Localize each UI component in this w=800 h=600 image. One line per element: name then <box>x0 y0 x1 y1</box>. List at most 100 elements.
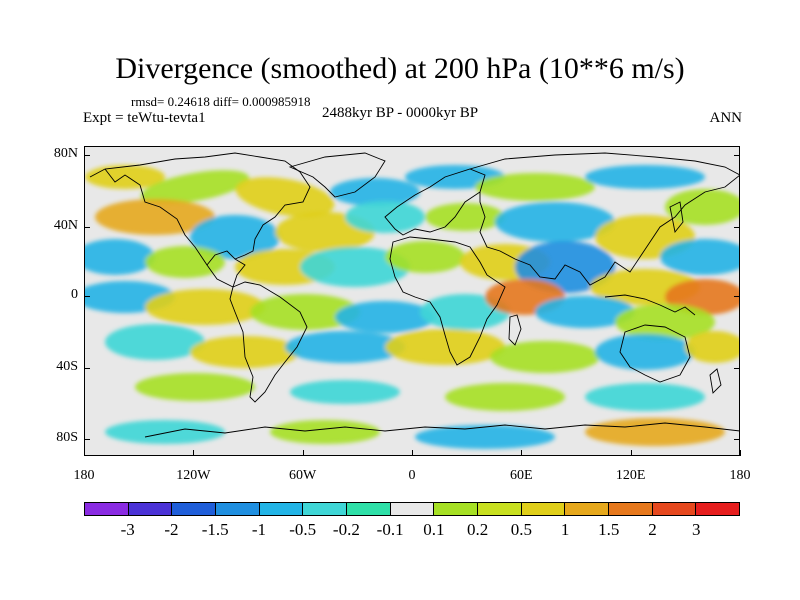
colorbar-swatch <box>171 502 217 516</box>
colorbar-label: 0.2 <box>466 520 489 539</box>
x-tick-mark <box>412 450 413 456</box>
y-tick-mark <box>84 296 90 298</box>
experiment-label: Expt = teWtu-tevta1 <box>83 110 206 126</box>
colorbar-label: -1 <box>251 520 266 539</box>
x-tick-label: 120W <box>176 468 211 483</box>
x-tick-label: 60E <box>510 468 533 483</box>
divergence-contour <box>145 246 225 278</box>
divergence-contour <box>425 203 505 231</box>
x-tick-mark <box>740 450 741 456</box>
colorbar <box>84 502 741 516</box>
colorbar-swatch <box>651 502 697 516</box>
colorbar-label: 0.1 <box>423 520 445 539</box>
colorbar-label: -0.1 <box>376 520 404 539</box>
colorbar-swatch <box>564 502 610 516</box>
divergence-contour <box>445 383 565 411</box>
colorbar-swatch <box>477 502 522 516</box>
divergence-contour <box>135 373 255 401</box>
divergence-contour <box>415 425 555 449</box>
colorbar-swatch <box>389 502 435 516</box>
divergence-contour <box>685 331 739 363</box>
x-tick-label: 180 <box>729 468 751 483</box>
divergence-contour <box>270 420 380 444</box>
y-tick-label: 80S <box>56 429 78 445</box>
x-tick-mark <box>521 450 523 456</box>
colorbar-label: -2 <box>164 520 179 539</box>
colorbar-label: 1 <box>560 520 570 539</box>
divergence-contour <box>615 304 715 340</box>
colorbar-label: -1.5 <box>201 520 229 539</box>
colorbar-label: -0.5 <box>289 520 317 539</box>
divergence-field <box>85 165 739 449</box>
colorbar-label: -0.2 <box>332 520 360 539</box>
divergence-contour <box>145 289 265 325</box>
y-tick-mark <box>84 367 90 369</box>
stats-text: rmsd= 0.24618 diff= 0.000985918 <box>131 94 311 109</box>
colorbar-swatch <box>695 502 741 516</box>
colorbar-swatch <box>258 502 304 516</box>
divergence-contour <box>250 294 360 330</box>
y-tick-mark <box>734 226 740 228</box>
y-tick-mark <box>84 226 90 228</box>
y-tick-mark <box>734 155 740 157</box>
y-tick-label: 40S <box>56 358 78 374</box>
x-tick-mark <box>630 450 632 456</box>
colorbar-label: 0.5 <box>510 520 532 539</box>
y-tick-label: 80N <box>53 146 78 162</box>
colorbar-label: 2 <box>648 520 657 539</box>
season-label: ANN <box>709 110 743 126</box>
y-tick-label: 0 <box>71 287 78 303</box>
x-tick-label: 60W <box>289 468 317 483</box>
divergence-contour <box>385 241 465 273</box>
divergence-contour <box>385 329 505 365</box>
y-tick-mark <box>734 438 740 440</box>
divergence-contour <box>535 296 635 328</box>
divergence-contour <box>585 383 705 411</box>
divergence-contour <box>515 241 615 293</box>
colorbar-swatch <box>215 502 260 516</box>
colorbar-label: 1.5 <box>598 520 620 539</box>
x-tick-mark <box>84 450 85 456</box>
y-tick-mark <box>734 367 740 369</box>
divergence-contour <box>85 165 165 189</box>
map-plot-area <box>84 146 740 456</box>
divergence-contour <box>105 420 225 444</box>
divergence-contour <box>660 239 739 275</box>
plot-title: Divergence (smoothed) at 200 hPa (10**6 … <box>115 52 685 85</box>
x-tick-label: 0 <box>408 468 416 483</box>
divergence-contour <box>95 199 215 235</box>
divergence-contour <box>190 215 280 259</box>
x-tick-label: 120E <box>615 468 646 483</box>
divergence-contour <box>85 239 155 275</box>
divergence-map <box>85 147 739 455</box>
colorbar-label: -3 <box>120 520 135 539</box>
y-tick-mark <box>84 155 90 157</box>
colorbar-swatch <box>127 502 173 516</box>
divergence-contour <box>300 247 410 287</box>
colorbar-swatch <box>433 502 479 516</box>
colorbar-swatch <box>520 502 566 516</box>
colorbar-label: 3 <box>692 520 701 539</box>
divergence-contour <box>330 178 420 206</box>
x-tick-mark <box>302 450 304 456</box>
colorbar-swatch <box>346 502 391 516</box>
divergence-contour <box>585 418 725 446</box>
divergence-contour <box>490 341 600 373</box>
divergence-contour <box>285 331 405 363</box>
colorbar-swatch <box>84 502 129 516</box>
y-tick-mark <box>84 438 90 440</box>
divergence-contour <box>140 170 250 204</box>
x-tick-label: 180 <box>73 468 95 483</box>
x-tick-mark <box>193 450 195 456</box>
coastlines <box>89 152 739 438</box>
divergence-contour <box>495 202 615 242</box>
colorbar-swatch <box>608 502 653 516</box>
colorbar-swatch <box>302 502 348 516</box>
divergence-contour <box>105 324 205 360</box>
y-tick-label: 40N <box>53 217 78 233</box>
divergence-contour <box>475 173 595 201</box>
divergence-contour <box>290 380 400 404</box>
divergence-contour <box>665 189 739 225</box>
divergence-contour <box>585 165 705 189</box>
divergence-contour <box>335 301 435 333</box>
